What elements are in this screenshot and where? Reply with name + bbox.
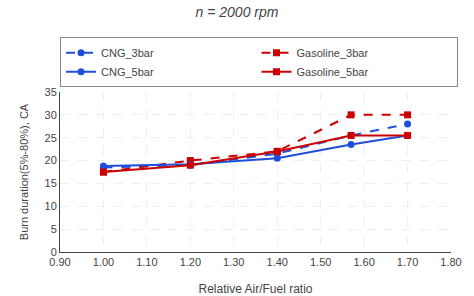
- svg-text:n = 2000 rpm: n = 2000 rpm: [196, 4, 279, 20]
- svg-text:1.20: 1.20: [180, 256, 201, 268]
- svg-text:1.60: 1.60: [353, 256, 374, 268]
- svg-text:35: 35: [45, 86, 57, 98]
- svg-text:CNG_5bar: CNG_5bar: [101, 66, 154, 78]
- svg-text:Gasoline_3bar: Gasoline_3bar: [297, 47, 369, 59]
- svg-text:1.00: 1.00: [93, 256, 114, 268]
- svg-text:1.30: 1.30: [223, 256, 244, 268]
- svg-text:5: 5: [51, 223, 57, 235]
- svg-text:1.10: 1.10: [136, 256, 157, 268]
- svg-text:0: 0: [51, 246, 57, 258]
- svg-text:1.40: 1.40: [267, 256, 288, 268]
- svg-text:Gasoline_5bar: Gasoline_5bar: [297, 66, 369, 78]
- svg-text:CNG_3bar: CNG_3bar: [101, 47, 154, 59]
- svg-text:20: 20: [45, 154, 57, 166]
- svg-text:1.70: 1.70: [397, 256, 418, 268]
- svg-text:1.80: 1.80: [440, 256, 461, 268]
- svg-text:Relative Air/Fuel ratio: Relative Air/Fuel ratio: [198, 282, 312, 296]
- svg-text:15: 15: [45, 177, 57, 189]
- svg-text:10: 10: [45, 200, 57, 212]
- svg-text:0.90: 0.90: [49, 256, 70, 268]
- svg-text:30: 30: [45, 109, 57, 121]
- svg-text:25: 25: [45, 132, 57, 144]
- svg-text:Burn duration(5%-80%), CA: Burn duration(5%-80%), CA: [18, 103, 30, 240]
- svg-text:1.50: 1.50: [310, 256, 331, 268]
